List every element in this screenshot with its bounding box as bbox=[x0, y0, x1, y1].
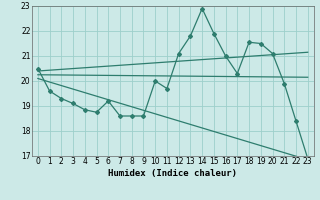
X-axis label: Humidex (Indice chaleur): Humidex (Indice chaleur) bbox=[108, 169, 237, 178]
